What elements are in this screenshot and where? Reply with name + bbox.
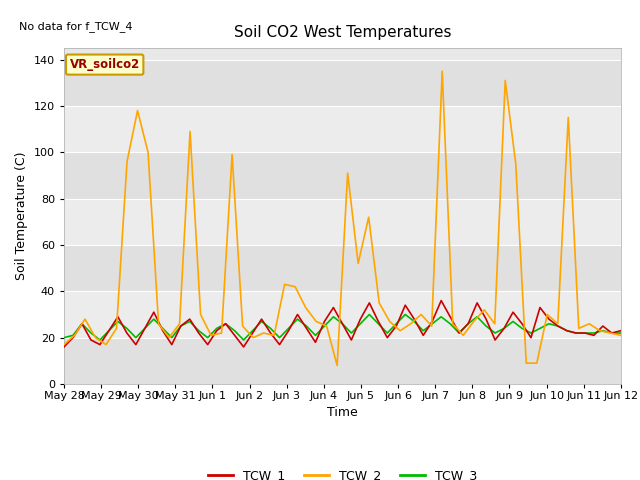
Bar (64, 60, 621, 106)
Bar (64, 245, 621, 291)
Text: No data for f_TCW_4: No data for f_TCW_4 (19, 21, 133, 32)
Bar (64, 199, 621, 245)
Bar (64, 291, 621, 337)
Bar (64, 337, 621, 384)
Bar (64, 106, 621, 152)
Y-axis label: Soil Temperature (C): Soil Temperature (C) (15, 152, 28, 280)
X-axis label: Time: Time (327, 407, 358, 420)
Text: VR_soilco2: VR_soilco2 (70, 58, 140, 71)
Legend: TCW_1, TCW_2, TCW_3: TCW_1, TCW_2, TCW_3 (203, 464, 482, 480)
Title: Soil CO2 West Temperatures: Soil CO2 West Temperatures (234, 25, 451, 40)
Bar (64, 152, 621, 199)
